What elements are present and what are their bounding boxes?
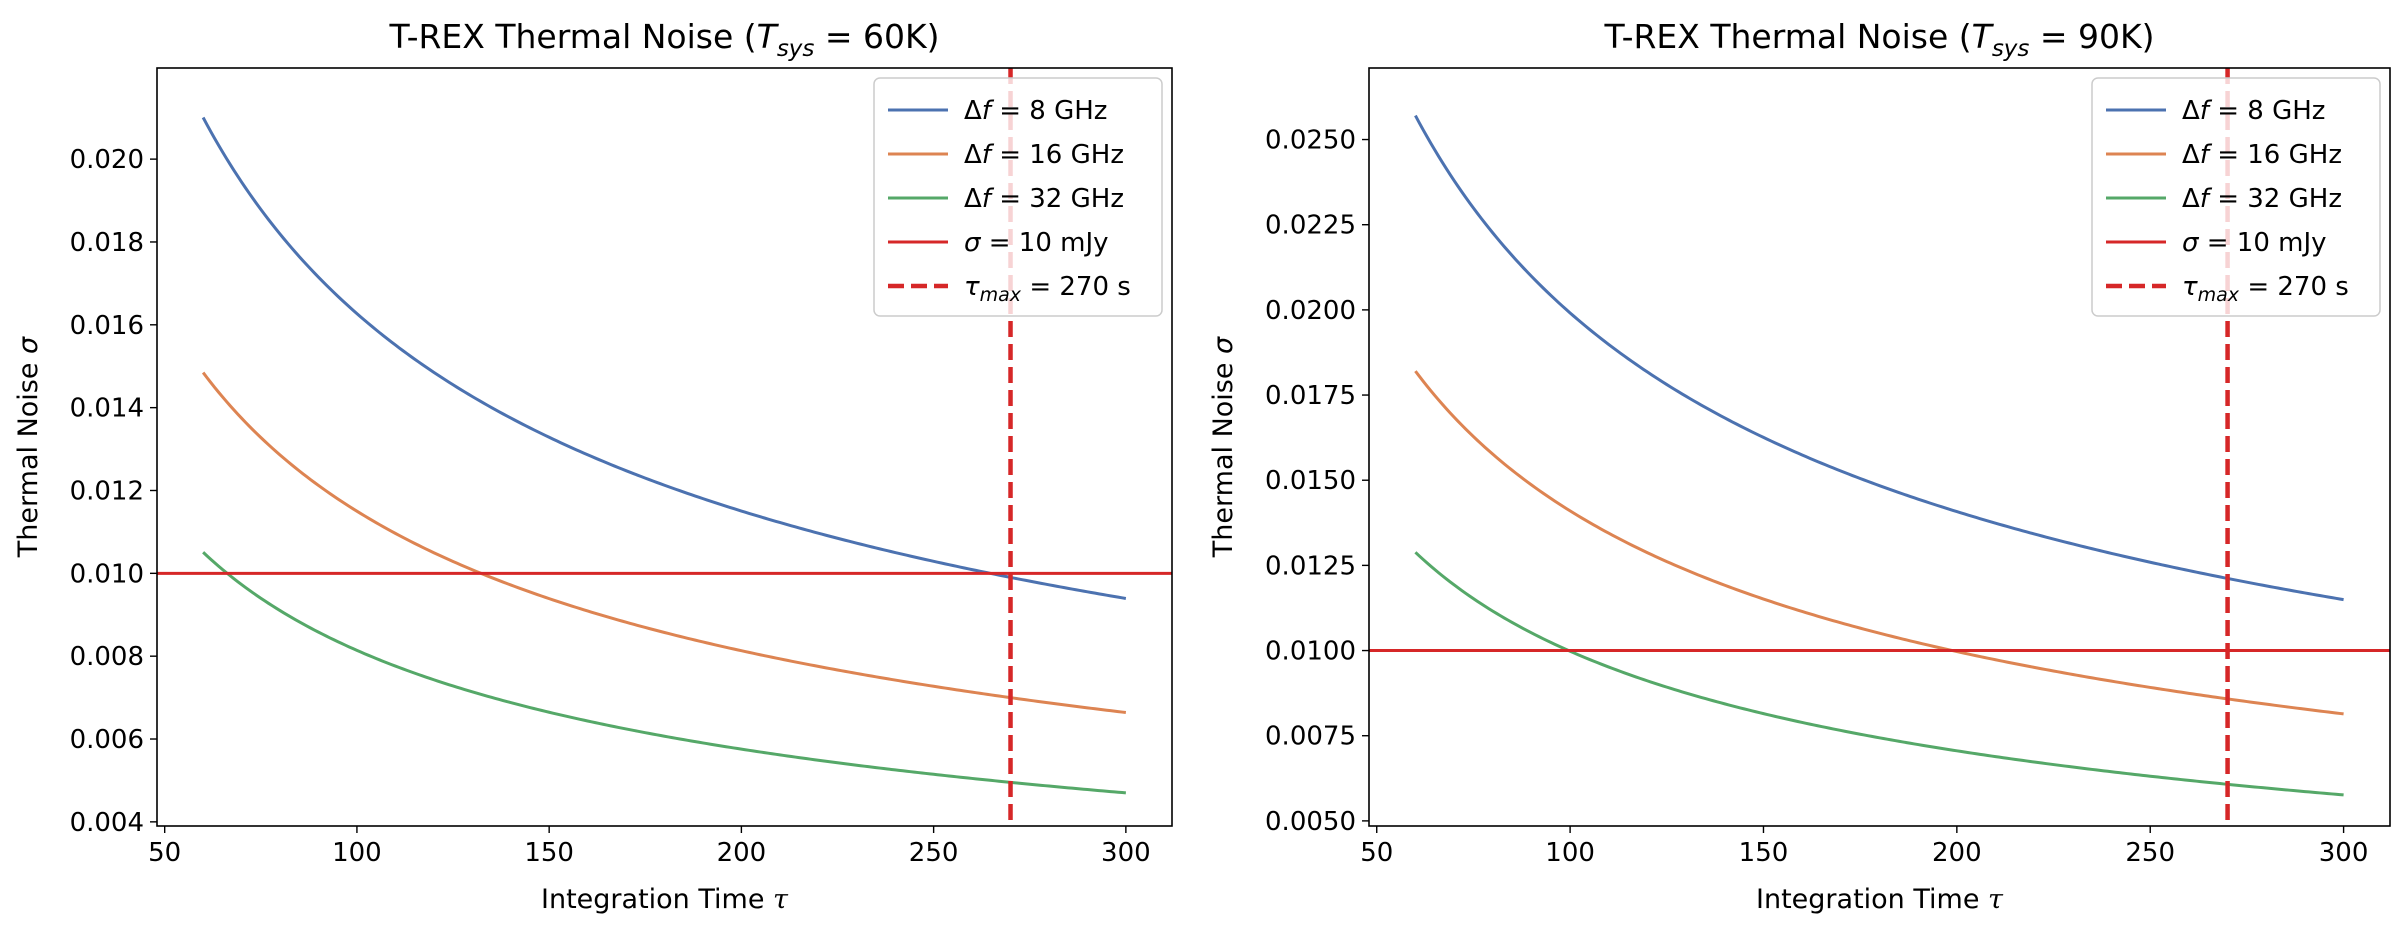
legend-label-2: Δf = 16 GHz <box>2182 140 2342 170</box>
x-tick-label: 50 <box>1360 838 1393 868</box>
legend-label-4: σ = 10 mJy <box>2182 228 2327 258</box>
y-tick-label: 0.004 <box>70 808 144 838</box>
series-line-3 <box>1414 551 2344 797</box>
y-tick-label: 0.018 <box>70 228 144 258</box>
chart-panel-1: 50 100 150 200 250 300 0.004 0.006 0.008 0.010 0.0… <box>13 17 1173 915</box>
legend-label-5: τmax = 270 s <box>964 272 1131 306</box>
legend-label-3: Δf = 32 GHz <box>964 184 1124 214</box>
y-tick-label: 0.0200 <box>1265 296 1356 326</box>
legend-box <box>2091 77 2381 317</box>
x-axis-label: Integration Time τ <box>541 884 789 915</box>
legend-box <box>873 77 1163 317</box>
legend: Δf = 8 GHz Δf = 16 GHz Δf = 32 GHz σ = 10 m… <box>2091 77 2381 317</box>
x-tick-label: 150 <box>524 838 574 868</box>
chart-title: T-REX Thermal Noise (Tsys = 60K) <box>388 17 939 62</box>
series-line-3 <box>202 551 1126 795</box>
x-tick-label: 250 <box>2125 838 2175 868</box>
legend-label-3: Δf = 32 GHz <box>2182 184 2342 214</box>
x-tick-label: 250 <box>909 838 959 868</box>
x-tick-label: 50 <box>148 838 181 868</box>
y-tick-label: 0.006 <box>70 725 144 755</box>
y-tick-label: 0.0225 <box>1265 211 1356 241</box>
axes-frame <box>156 67 1173 827</box>
legend-label-4: σ = 10 mJy <box>964 228 1109 258</box>
legend-label-5: τmax = 270 s <box>2182 272 2349 306</box>
legend-label-2: Δf = 16 GHz <box>964 140 1124 170</box>
series-line-2 <box>1414 370 2344 716</box>
axes-frame <box>1368 67 2391 827</box>
x-tick-label: 200 <box>1932 838 1982 868</box>
x-tick-label: 150 <box>1739 838 1789 868</box>
x-tick-label: 300 <box>1101 838 1151 868</box>
y-tick-label: 0.0050 <box>1265 807 1356 837</box>
x-tick-label: 200 <box>717 838 767 868</box>
y-axis-label: Thermal Noise σ <box>1208 336 1239 558</box>
x-tick-label: 100 <box>1545 838 1595 868</box>
series-line-1 <box>1414 114 2344 602</box>
series-line-2 <box>201 371 1127 715</box>
legend: Δf = 8 GHz Δf = 16 GHz Δf = 32 GHz σ = 10 m… <box>873 77 1163 317</box>
series-line-1 <box>201 116 1127 600</box>
y-tick-label: 0.0175 <box>1265 381 1356 411</box>
y-tick-label: 0.012 <box>70 476 144 506</box>
y-tick-label: 0.008 <box>70 642 144 672</box>
y-tick-label: 0.0075 <box>1265 722 1356 752</box>
y-tick-label: 0.0125 <box>1265 551 1356 581</box>
x-tick-label: 300 <box>2319 838 2369 868</box>
y-tick-label: 0.0100 <box>1265 637 1356 667</box>
y-tick-label: 0.0150 <box>1265 466 1356 496</box>
chart-panel-2: 50 100 150 200 250 300 0.0050 0.0075 0.0100 0.012… <box>1208 17 2391 915</box>
y-tick-label: 0.010 <box>70 559 144 589</box>
y-axis-label: Thermal Noise σ <box>13 336 44 558</box>
x-axis-label: Integration Time τ <box>1756 884 2004 915</box>
y-tick-label: 0.014 <box>70 394 144 424</box>
chart-title: T-REX Thermal Noise (Tsys = 90K) <box>1603 17 2154 62</box>
y-tick-label: 0.016 <box>70 311 144 341</box>
legend-label-1: Δf = 8 GHz <box>964 96 1107 126</box>
x-tick-label: 100 <box>332 838 382 868</box>
y-tick-label: 0.020 <box>70 145 144 175</box>
legend-label-1: Δf = 8 GHz <box>2182 96 2325 126</box>
y-tick-label: 0.0250 <box>1265 126 1356 156</box>
